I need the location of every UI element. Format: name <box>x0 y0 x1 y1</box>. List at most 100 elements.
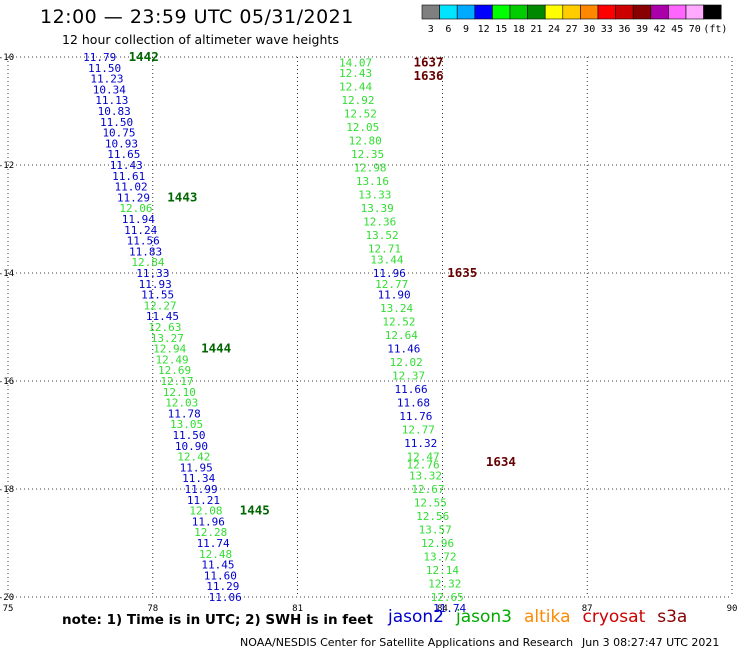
swh-value: 10.93 <box>105 137 138 150</box>
swh-value: 12.52 <box>382 316 415 329</box>
swh-value: 12.94 <box>153 343 186 356</box>
colorbar-label: 12 <box>478 24 490 35</box>
swh-value: 10.83 <box>98 105 131 118</box>
swh-value: 14.07 <box>339 56 372 69</box>
swh-value: 13.52 <box>366 229 399 242</box>
y-tick-label: -16 <box>0 377 14 387</box>
legend-entry-cryosat: cryosat <box>582 607 646 627</box>
swh-value: 10.90 <box>175 440 208 453</box>
swh-value: 12.08 <box>189 505 222 518</box>
swh-value: 11.74 <box>197 537 230 550</box>
swh-value: 11.55 <box>141 289 174 302</box>
swh-value: 11.13 <box>95 94 128 107</box>
swh-value: 13.27 <box>151 332 184 345</box>
swh-value: 12.42 <box>177 451 210 464</box>
swh-value: 12.28 <box>194 526 227 539</box>
swh-value: 12.63 <box>148 321 181 334</box>
colorbar-label: 9 <box>463 24 469 35</box>
swh-value: 12.27 <box>143 299 176 312</box>
footer-note: note: 1) Time is in UTC; 2) SWH is in fe… <box>62 612 373 628</box>
legend-entry-jason3: jason3 <box>456 607 512 627</box>
swh-value: 12.92 <box>341 94 374 107</box>
swh-value: 13.05 <box>170 418 203 431</box>
y-tick-label: -18 <box>0 485 14 495</box>
color-scale-bar: 3 6 9 12 15 18 21 24 27 30 33 36 39 42 45 70 (ft) <box>421 4 727 35</box>
swh-value: 12.64 <box>385 329 418 342</box>
swh-value: 11.29 <box>206 580 239 593</box>
swh-value: 11.60 <box>204 569 237 582</box>
credit-line: NOAA/NESDIS Center for Satellite Applica… <box>240 636 574 649</box>
legend-entry-altika: altika <box>524 607 571 627</box>
legend-entry-s3a: s3a <box>657 607 688 627</box>
colorbar-label: 21 <box>530 24 542 35</box>
colorbar-label: 15 <box>495 24 507 35</box>
swh-value: 12.52 <box>344 108 377 121</box>
colorbar-label: 33 <box>601 24 613 35</box>
swh-value: 12.55 <box>414 497 447 510</box>
swh-value: 12.02 <box>390 356 423 369</box>
x-tick-label: 84 <box>437 604 448 614</box>
swh-value: 11.50 <box>172 429 205 442</box>
colorbar-label: 3 <box>428 24 434 35</box>
swh-value: 13.33 <box>358 189 391 202</box>
swh-value: 12.49 <box>156 353 189 366</box>
pass-number-label: 1635 <box>447 265 477 280</box>
swh-value: 12.06 <box>119 202 152 215</box>
swh-value: 11.24 <box>124 224 157 237</box>
swh-value: 11.96 <box>192 515 225 528</box>
pass-number-label: 1444 <box>201 341 231 356</box>
swh-value: 12.17 <box>160 375 193 388</box>
swh-value: 11.61 <box>112 170 145 183</box>
swh-value: 11.76 <box>399 410 432 423</box>
swh-value: 12.77 <box>402 424 435 437</box>
colorbar-label: 42 <box>654 24 666 35</box>
swh-value: 11.56 <box>127 235 160 248</box>
colorbar-swatch <box>703 4 722 20</box>
y-tick-label: -10 <box>0 53 14 63</box>
swh-value: 13.24 <box>380 302 413 315</box>
colorbar-label: 39 <box>636 24 648 35</box>
swh-value: 12.47 <box>407 451 440 464</box>
swh-value: 12.77 <box>375 278 408 291</box>
swh-value: 10.34 <box>93 83 126 96</box>
pass-number-label: 1637 <box>413 54 443 69</box>
swh-value: 12.80 <box>349 135 382 148</box>
swh-value: 13.16 <box>356 175 389 188</box>
swh-value: 13.32 <box>409 470 442 483</box>
colorbar-label: 24 <box>548 24 560 35</box>
colorbar-label: 6 <box>445 24 451 35</box>
pass-number-label: 1445 <box>240 503 270 518</box>
swh-value: 11.83 <box>129 245 162 258</box>
y-tick-label: -20 <box>0 593 14 603</box>
swh-value: 11.45 <box>146 310 179 323</box>
swh-value: 12.35 <box>351 148 384 161</box>
swh-value: 11.96 <box>373 267 406 280</box>
swh-value: 13.44 <box>370 254 403 267</box>
swh-value: 12.48 <box>199 548 232 561</box>
colorbar-label: 30 <box>583 24 595 35</box>
swh-value: 11.29 <box>117 191 150 204</box>
swh-value: 10.75 <box>102 127 135 140</box>
swh-value: 11.43 <box>110 159 143 172</box>
swh-value: 11.02 <box>115 181 148 194</box>
swh-value: 11.78 <box>168 407 201 420</box>
pass-number-label: 1442 <box>129 49 159 64</box>
wave-height-map: 757881848790-10-12-14-16-18-2011.7911.50… <box>0 49 737 615</box>
swh-value: 12.37 <box>392 370 425 383</box>
swh-value: 12.69 <box>158 364 191 377</box>
swh-value: 12.71 <box>368 243 401 256</box>
colorbar-label: 70 <box>689 24 701 35</box>
colorbar-label: (ft) <box>703 24 727 35</box>
satellite-legend: jason2 jason3 altika cryosat s3a <box>388 607 687 627</box>
swh-value: 11.23 <box>90 73 123 86</box>
colorbar-label: 27 <box>566 24 578 35</box>
swh-value: 12.36 <box>363 216 396 229</box>
swh-value: 11.66 <box>394 383 427 396</box>
swh-value: 11.99 <box>185 483 218 496</box>
swh-value: 11.95 <box>180 461 213 474</box>
swh-value: 11.74 <box>433 602 466 615</box>
x-tick-label: 81 <box>292 604 303 614</box>
swh-value: 11.33 <box>136 267 169 280</box>
swh-value: 12.32 <box>428 578 461 591</box>
swh-value: 11.06 <box>209 591 242 604</box>
